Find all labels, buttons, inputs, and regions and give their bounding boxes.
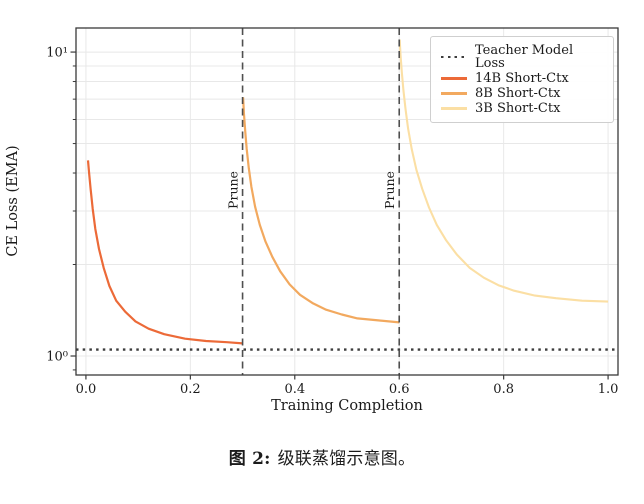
loss-chart: Prune Prune 0.0 0.2 0.4 0.6 0.8 1.0 10⁰ 10¹ Trai…: [5, 27, 619, 414]
x-tick-label: 1.0: [598, 382, 619, 397]
figure-caption: 图 2: 级联蒸馏示意图。: [0, 444, 644, 469]
figure-caption-text: 级联蒸馏示意图。: [277, 449, 416, 469]
plot-border: [75, 27, 619, 376]
legend-item: 8B Short-Ctx: [441, 87, 603, 100]
x-tick-label: 0.6: [389, 382, 410, 397]
x-tick-label: 0.4: [284, 382, 305, 397]
legend-label: 8B Short-Ctx: [475, 86, 561, 101]
legend-swatch-teacher-model-loss: [441, 55, 467, 59]
y-tick-label: 10⁰: [46, 350, 68, 365]
figure-caption-label: 图 2:: [228, 449, 271, 469]
prune-label: Prune: [382, 171, 397, 209]
x-tick-label: 0.8: [493, 382, 514, 397]
axes: 0.0 0.2 0.4 0.6 0.8 1.0 10⁰ 10¹: [46, 27, 619, 397]
curve-3b-short-ctx: [398, 39, 609, 303]
curve-8b-short-ctx: [242, 97, 400, 324]
legend-label: 14B Short-Ctx: [475, 71, 569, 86]
x-axis-label: Training Completion: [271, 398, 423, 414]
legend-swatch-8b-short-ctx: [441, 92, 467, 95]
prune-label: Prune: [226, 171, 241, 209]
legend-item: 14B Short-Ctx: [441, 72, 603, 85]
y-axis-label: CE Loss (EMA): [5, 145, 21, 256]
legend-item: Teacher Model Loss: [441, 44, 603, 70]
prune-annotations: Prune Prune: [226, 28, 401, 375]
series-lines: [76, 39, 618, 351]
x-tick-label: 0.0: [76, 382, 97, 397]
legend-swatch-3b-short-ctx: [441, 107, 467, 110]
x-tick-label: 0.2: [180, 382, 201, 397]
legend-label: 3B Short-Ctx: [475, 101, 561, 116]
curve-14b-short-ctx: [86, 160, 243, 345]
y-tick-label: 10¹: [46, 46, 68, 61]
legend-item: 3B Short-Ctx: [441, 102, 603, 115]
legend: Teacher Model Loss 14B Short-Ctx 8B Short-…: [430, 36, 614, 123]
legend-label: Teacher Model Loss: [475, 43, 574, 71]
legend-swatch-14b-short-ctx: [441, 77, 467, 80]
